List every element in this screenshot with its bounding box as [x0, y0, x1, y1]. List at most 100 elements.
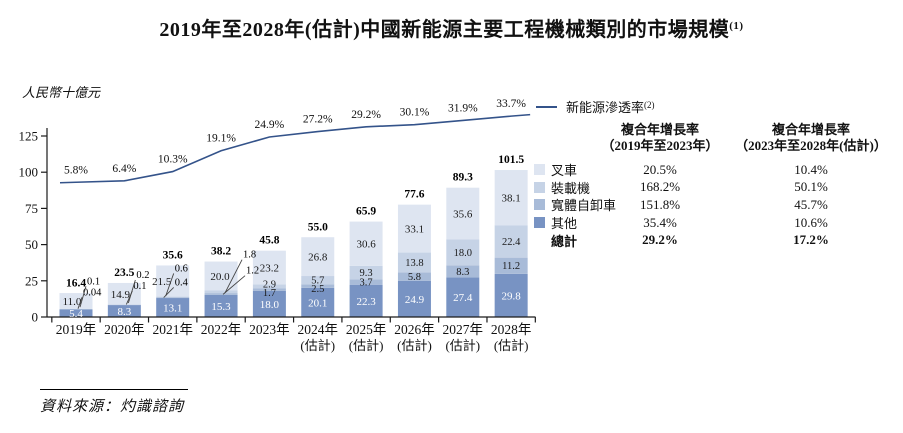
callout-line — [125, 290, 133, 305]
bar-segment-label: 8.3 — [456, 267, 469, 278]
bar-segment-label: 27.4 — [453, 292, 473, 304]
table-row: 寬體自卸車 151.8% 45.7% — [534, 196, 900, 214]
line-legend: 新能源滲透率(2) — [536, 99, 900, 115]
bar-total-label: 101.5 — [498, 154, 524, 166]
penetration-point-label: 31.9% — [448, 102, 478, 114]
bar-segment-label: 5.4 — [69, 308, 83, 320]
cagr-2019-2023-value: 29.2% — [642, 232, 678, 248]
cagr-2019-2023-value: 151.8% — [639, 196, 681, 212]
cagr-2019-2023-value: 35.4% — [643, 214, 677, 230]
bar-segment — [252, 288, 286, 291]
callout-line — [163, 287, 175, 298]
callout-label: 0.4 — [175, 277, 189, 288]
y-tick-label: 25 — [25, 273, 38, 288]
table-row: 叉車 20.5% 10.4% — [534, 161, 900, 179]
cagr-col2-header: 複合年增長率 （2023年至2028年(估計)） — [722, 122, 900, 154]
penetration-point-label: 33.7% — [496, 98, 526, 110]
series-swatch-icon — [534, 164, 545, 176]
bar-segment — [397, 272, 431, 281]
x-category-label: 2020年 — [104, 322, 145, 337]
bar-segment — [301, 237, 335, 277]
row-label-cell: 其他 — [534, 213, 598, 232]
bar-segment-label: 13.8 — [405, 258, 423, 269]
bar-segment-label: 2.5 — [311, 284, 324, 295]
bar-segment — [494, 257, 528, 274]
bar-segment — [349, 221, 383, 266]
legend-footnote-marker: (2) — [644, 100, 655, 110]
x-category-label: 2021年 — [152, 322, 193, 337]
cagr-col1-header-line1: 複合年增長率 — [620, 122, 699, 137]
y-tick-label: 0 — [32, 310, 39, 325]
y-tick-label: 75 — [25, 201, 38, 216]
bar-segment — [107, 304, 141, 317]
bar-segment-label: 29.8 — [502, 290, 522, 302]
cagr-2023-2028-value: 45.7% — [794, 196, 828, 212]
bar-segment-label: 5.7 — [311, 275, 324, 286]
callout-label: 0.2 — [136, 270, 149, 281]
bar-segment — [59, 309, 93, 317]
x-estimate-label: (估計) — [349, 338, 384, 353]
bar-total-label: 89.3 — [453, 172, 473, 184]
series-name: 叉車 — [551, 163, 578, 179]
bar-segment-label: 2.9 — [263, 279, 276, 290]
x-category-label: 2026年 — [394, 322, 435, 337]
cagr-col1-header-line2: （2019年至2023年） — [601, 138, 719, 153]
bar-segment-label: 22.4 — [502, 237, 521, 248]
penetration-point-label: 19.1% — [206, 133, 236, 145]
bar-segment-label: 22.3 — [356, 296, 376, 308]
callout-line — [165, 273, 175, 297]
bar-segment — [252, 250, 286, 285]
bar-segment-label: 1.7 — [263, 288, 276, 299]
bar-segment — [156, 298, 190, 317]
y-tick-label: 50 — [25, 237, 38, 252]
bar-segment — [204, 293, 238, 295]
bar-segment-label: 5.8 — [408, 272, 421, 283]
penetration-point-label: 5.8% — [64, 164, 88, 176]
row-label-cell: 裝載機 — [534, 178, 598, 197]
callout-label: 0.1 — [87, 276, 100, 287]
series-swatch-icon — [534, 181, 545, 193]
callout-line — [79, 286, 87, 308]
x-estimate-label: (估計) — [300, 338, 335, 353]
page-title-text: 2019年至2028年(估計)中國新能源主要工程機械類別的市場規模 — [159, 19, 730, 41]
bar-segment-label: 18.0 — [454, 248, 472, 259]
cagr-table-body: 叉車 20.5% 10.4% 裝載機 168.2% 50.1% 寬體自卸車 151.8% 45.… — [534, 161, 900, 249]
bar-segment — [204, 290, 238, 294]
x-category-label: 2022年 — [201, 322, 242, 337]
table-row: 其他 35.4% 10.6% — [534, 214, 900, 232]
callout-label: 0.1 — [133, 281, 146, 292]
callout-line — [224, 259, 243, 294]
bar-segment-label: 13.1 — [163, 303, 182, 315]
penetration-point-label: 29.2% — [351, 109, 381, 121]
bar-total-label: 35.6 — [163, 249, 183, 261]
bar-segment — [397, 280, 431, 317]
line-legend-swatch — [536, 105, 557, 108]
row-label-cell: 叉車 — [534, 160, 598, 179]
footnote-rule — [40, 389, 188, 390]
bar-total-label: 45.8 — [259, 235, 279, 247]
bar-segment — [446, 277, 480, 317]
bar-segment — [301, 276, 335, 285]
bar-segment-label: 14.9 — [111, 289, 131, 301]
x-category-label: 2025年 — [346, 322, 387, 337]
bar-segment-label: 9.3 — [360, 268, 373, 279]
callout-label: 0.6 — [175, 263, 188, 274]
bar-segment-label: 11.0 — [63, 296, 82, 308]
row-label-cell: 總計 — [534, 231, 598, 250]
bar-segment-label: 8.3 — [117, 306, 131, 318]
y-axis-unit-label: 人民幣十億元 — [22, 85, 101, 100]
cagr-2023-2028-value: 50.1% — [794, 179, 828, 195]
bar-segment — [301, 284, 335, 288]
bar-segment — [252, 290, 286, 317]
series-swatch-icon — [534, 217, 545, 229]
table-row: 裝載機 168.2% 50.1% — [534, 179, 900, 197]
bar-total-label: 38.2 — [211, 246, 231, 258]
bar-segment — [204, 261, 238, 291]
x-category-label: 2028年 — [491, 322, 532, 337]
bar-segment — [349, 284, 383, 317]
bar-total-label: 23.5 — [114, 267, 134, 279]
y-tick-label: 125 — [19, 129, 39, 144]
bar-segment — [156, 297, 190, 299]
y-tick-label: 100 — [19, 165, 39, 180]
callout-label: 0.04 — [83, 287, 102, 298]
